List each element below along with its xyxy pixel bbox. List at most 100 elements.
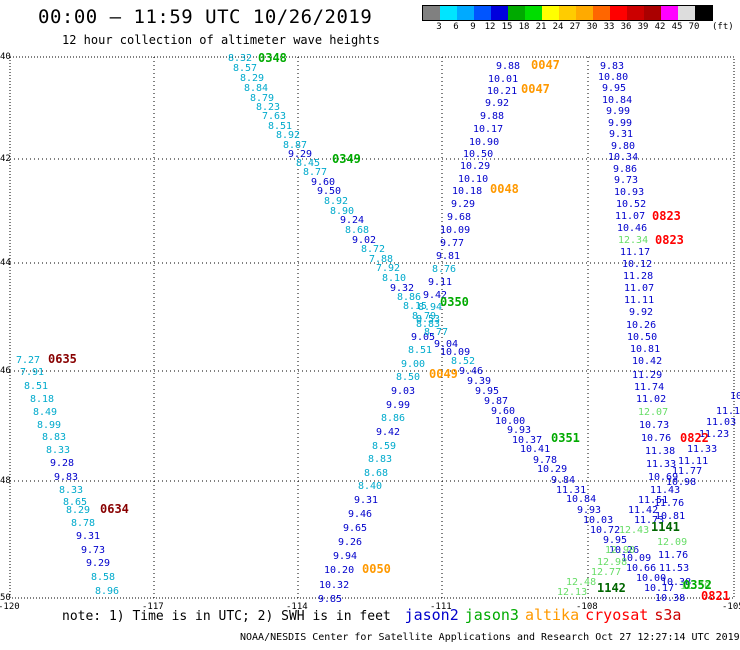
swh-value: 10.72: [590, 525, 621, 536]
swh-value: 9.73: [81, 545, 106, 556]
pass-time-label: 0821: [701, 589, 730, 603]
mission-cryosat: cryosat: [585, 606, 649, 624]
swh-value: 12.09: [657, 537, 688, 548]
swh-value: 10.50: [463, 149, 494, 160]
colorbar-tick: 36: [620, 22, 632, 32]
mission-jason2: jason2: [404, 606, 459, 624]
swh-value: 12.13: [557, 587, 588, 598]
swh-value: 11.31: [556, 485, 587, 496]
swh-value: 11.33: [646, 459, 677, 470]
swh-value: 9.03: [391, 386, 416, 397]
swh-value: 8.65: [63, 497, 88, 508]
lat-gridlines: [10, 158, 734, 482]
swh-value: 11.03: [706, 417, 737, 428]
colorbar-swatch: [423, 6, 440, 20]
pass-time-label: 0635: [48, 352, 77, 366]
swh-value: 8.32: [228, 53, 253, 64]
pass-time-label: 0349: [332, 152, 361, 166]
swh-value: 10.21: [487, 86, 518, 97]
swh-value: 9.86: [613, 164, 638, 175]
mission-jason3: jason3: [464, 606, 519, 624]
swh-value: 11.50: [680, 581, 711, 592]
swh-value: 9.29: [86, 558, 111, 569]
colorbar-swatch: [627, 6, 644, 20]
lat-label: 46: [0, 366, 11, 376]
swh-value: 9.95: [603, 535, 628, 546]
swh-value: 8.72: [361, 244, 386, 255]
swh-value: 9.94: [333, 551, 358, 562]
swh-value: 10.12: [622, 259, 653, 270]
pass-time-label: 0049: [429, 367, 458, 381]
swh-value: 9.80: [611, 141, 636, 152]
swh-value: 9.81: [436, 251, 461, 262]
page-subtitle: 12 hour collection of altimeter wave hei…: [62, 33, 380, 47]
swh-value: 9.31: [76, 531, 101, 542]
swh-value: 8.77: [424, 327, 449, 338]
swh-value: 8.78: [71, 518, 96, 529]
colorbar-swatch: [491, 6, 508, 20]
swh-value: 9.29: [451, 199, 476, 210]
swh-value: 11.28: [623, 271, 654, 282]
swh-value: 9.39: [467, 376, 492, 387]
swh-value: 10.52: [616, 199, 647, 210]
lat-label: 40: [0, 52, 11, 62]
pass-time-label: 0047: [531, 58, 560, 72]
lon-label: -111: [430, 602, 452, 612]
swh-value: 10.29: [460, 161, 491, 172]
swh-value: 10.17: [644, 583, 675, 594]
swh-value: 8.90: [330, 206, 355, 217]
swh-value: 9.04: [434, 339, 459, 350]
swh-value: 12.90: [605, 545, 636, 556]
swh-value: 8.58: [91, 572, 116, 583]
swh-value: 8.86: [397, 292, 422, 303]
colorbar-swatch: [508, 6, 525, 20]
lon-label: -105: [722, 602, 740, 612]
colorbar-swatch: [576, 6, 593, 20]
swh-value: 8.57: [233, 63, 258, 74]
swh-value: 9.28: [50, 458, 75, 469]
swh-value: 10.34: [608, 152, 639, 163]
swh-value: 11.07: [624, 283, 655, 294]
pass-time-label: 0047: [521, 82, 550, 96]
swh-value: 9.60: [491, 406, 516, 417]
swh-value: 9.85: [318, 594, 343, 605]
swh-value: 9.83: [600, 61, 625, 72]
swh-value: 10.09: [440, 347, 471, 358]
swh-value: 8.15: [403, 301, 428, 312]
swh-value: 10.93: [614, 187, 645, 198]
swh-value: 9.50: [317, 186, 342, 197]
lon-label: -117: [142, 602, 164, 612]
lon-label: -114: [286, 602, 308, 612]
swh-value: 9.92: [629, 307, 654, 318]
swh-value: 9.24: [340, 215, 365, 226]
swh-value: 9.26: [338, 537, 363, 548]
swh-value: 11.74: [634, 382, 665, 393]
colorbar-unit: (ft): [712, 22, 734, 32]
swh-value: 8.49: [33, 407, 58, 418]
swh-value: 10.26: [609, 545, 640, 556]
swh-value: 8.45: [296, 158, 321, 169]
colorbar-tick: 9: [470, 22, 476, 32]
pass-time-label: 0634: [100, 502, 129, 516]
swh-value: 10.09: [621, 553, 652, 564]
swh-value: 8.83: [42, 432, 67, 443]
swh-value: 9.46: [459, 366, 484, 377]
swh-value: 9.42: [423, 290, 448, 301]
swh-value: 10.69: [648, 472, 679, 483]
swh-value: 9.60: [311, 177, 336, 188]
swh-value: 9.95: [475, 386, 500, 397]
swh-value: 8.79: [412, 311, 437, 322]
swh-value: 9.95: [602, 83, 627, 94]
swh-value: 11.73: [634, 515, 665, 526]
swh-value: 8.59: [372, 441, 397, 452]
legend-note: note: 1) Time is in UTC; 2) SWH is in fe…: [62, 609, 391, 624]
swh-value: 9.84: [551, 475, 576, 486]
swh-value: 7.27: [16, 355, 41, 366]
swh-value: 11.11: [678, 456, 709, 467]
colorbar-tick: 12: [484, 22, 496, 32]
swh-value: 9.87: [484, 396, 509, 407]
swh-value: 8.10: [382, 273, 407, 284]
swh-value: 10.81: [630, 344, 661, 355]
swh-value: 10.42: [632, 356, 663, 367]
swh-value: 8.52: [451, 356, 476, 367]
